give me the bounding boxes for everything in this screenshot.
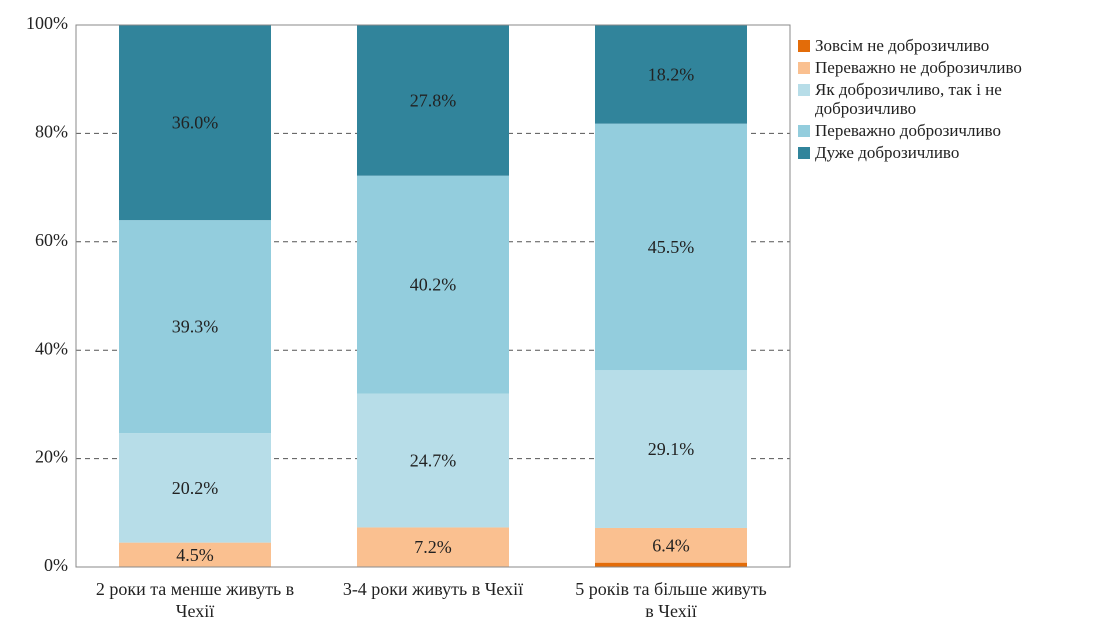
x-tick-label: 3-4 роки живуть в Чехії	[342, 579, 524, 599]
y-tick-label: 40%	[35, 338, 68, 358]
bar-segment	[357, 527, 509, 567]
legend-swatch	[798, 125, 810, 137]
data-label: 27.8%	[410, 90, 457, 110]
plot-border	[75, 24, 791, 568]
data-label: 6.4%	[652, 535, 690, 555]
legend-swatch	[798, 62, 810, 74]
legend-swatch	[798, 40, 810, 52]
bar-segment	[357, 393, 509, 528]
data-label: 39.3%	[172, 317, 219, 337]
bar-segment	[595, 123, 747, 371]
bar-segment	[119, 220, 271, 434]
bar-segment	[119, 25, 271, 221]
bar-segment	[595, 562, 747, 567]
legend-item: Переважно не доброзичливо	[798, 58, 1098, 77]
bar-segment	[357, 25, 509, 176]
bar-segment	[595, 527, 747, 563]
y-tick-label: 60%	[35, 230, 68, 250]
legend-swatch	[798, 147, 810, 159]
legend-label: Переважно доброзичливо	[815, 121, 1001, 140]
bar-segment	[595, 25, 747, 124]
bar-segment	[119, 542, 271, 567]
legend-label: Переважно не доброзичливо	[815, 58, 1022, 77]
x-tick-label: 2 роки та менше живуть в Чехії	[95, 579, 295, 621]
y-tick-label: 100%	[26, 13, 68, 33]
x-tick-label: 5 років та більше живуть в Чехії	[575, 579, 767, 621]
y-tick-label: 80%	[35, 122, 68, 142]
data-label: 36.0%	[172, 113, 219, 133]
y-tick-label: 0%	[44, 555, 68, 575]
data-label: 40.2%	[410, 275, 457, 295]
data-label: 45.5%	[648, 237, 695, 257]
data-label: 20.2%	[172, 478, 219, 498]
data-label: 24.7%	[410, 451, 457, 471]
legend-item: Переважно доброзичливо	[798, 121, 1098, 140]
legend-item: Зовсім не доброзичливо	[798, 36, 1098, 55]
data-label: 29.1%	[648, 439, 695, 459]
bar-segment	[357, 175, 509, 394]
legend-label: Зовсім не доброзичливо	[815, 36, 990, 55]
data-label: 7.2%	[414, 537, 452, 557]
legend-item: Як доброзичливо, так і не доброзичливо	[798, 80, 1098, 118]
legend-label: Як доброзичливо, так і не доброзичливо	[815, 80, 1002, 118]
legend-item: Дуже доброзичливо	[798, 143, 1098, 162]
legend-swatch	[798, 84, 810, 96]
data-label: 4.5%	[176, 545, 214, 565]
data-label: 18.2%	[648, 64, 695, 84]
bar-segment	[595, 370, 747, 528]
legend: Зовсім не доброзичливо Переважно не добро…	[798, 36, 1098, 165]
legend-label: Дуже доброзичливо	[815, 143, 960, 162]
y-tick-label: 20%	[35, 447, 68, 467]
bar-segment	[119, 433, 271, 543]
